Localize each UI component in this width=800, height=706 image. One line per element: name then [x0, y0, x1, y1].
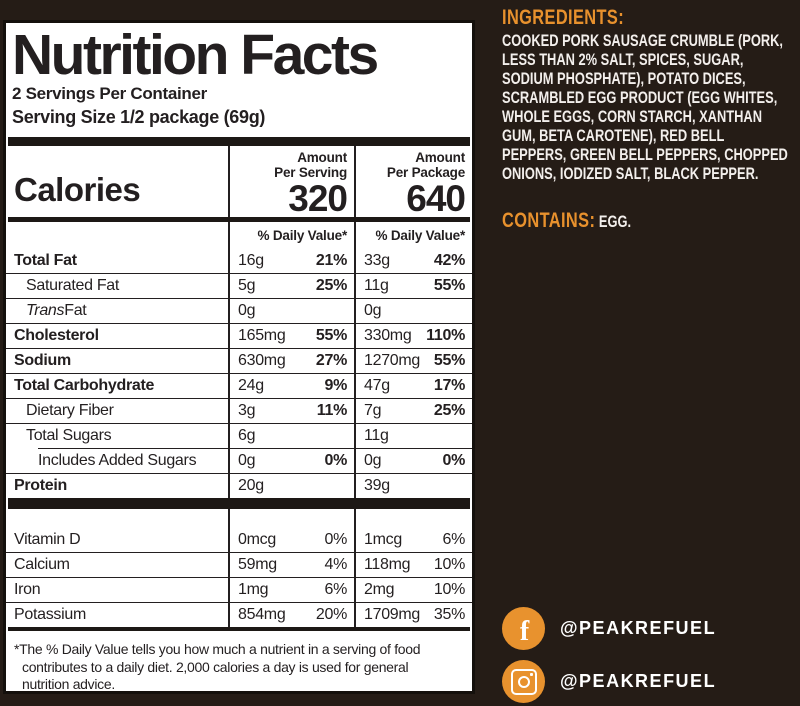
- table-row-sodium: Sodium 630mg 27% 1270mg 55%: [6, 348, 472, 373]
- table-row-saturated-fat: Saturated Fat 5g 25% 11g 55%: [6, 273, 472, 298]
- divider-medium: [8, 217, 470, 222]
- daily-value-footnote: *The % Daily Value tells you how much a …: [14, 641, 421, 692]
- daily-value-header-row: % Daily Value* % Daily Value*: [6, 222, 472, 249]
- table-row-total-fat: Total Fat 16g 21% 33g 42%: [6, 249, 472, 273]
- table-row-protein: Protein 20g 39g: [6, 473, 472, 498]
- table-row-total-carbohydrate: Total Carbohydrate 24g 9% 47g 17%: [6, 373, 472, 398]
- instagram-icon: [502, 660, 545, 703]
- table-row-dietary-fiber: Dietary Fiber 3g 11% 7g 25%: [6, 398, 472, 423]
- label-header: Nutrition Facts 2 Servings Per Container…: [6, 23, 472, 137]
- table-row-trans-fat: Trans Fat 0g 0g: [6, 298, 472, 323]
- calories-per-package: Amount Per Package 640: [354, 146, 472, 217]
- divider-thick-top: [8, 137, 470, 146]
- facebook-handle: @PEAKREFUEL: [560, 618, 717, 638]
- calories-per-package-value: 640: [406, 178, 466, 219]
- instagram-row: @PEAKREFUEL: [502, 660, 716, 703]
- table-row-iron: Iron 1mg 6% 2mg 10%: [6, 577, 472, 602]
- table-row-cholesterol: Cholesterol 165mg 55% 330mg 110%: [6, 323, 472, 348]
- amount-per-package-header: Amount Per Package: [386, 150, 465, 180]
- label-title: Nutrition Facts: [12, 23, 379, 87]
- divider-medium-bottom: [8, 627, 470, 631]
- facebook-icon: f: [502, 607, 545, 650]
- facebook-row: f @PEAKREFUEL: [502, 607, 716, 650]
- contains-text: EGG.: [598, 213, 632, 231]
- divider-thick-middle: [8, 498, 470, 509]
- instagram-handle: @PEAKREFUEL: [560, 671, 717, 691]
- table-row-total-sugars: Total Sugars 6g 11g: [6, 423, 472, 448]
- spacer-row: [6, 509, 472, 528]
- ingredients-text: COOKED PORK SAUSAGE CRUMBLE (PORK, LESS …: [502, 32, 788, 183]
- amount-per-serving-header: Amount Per Serving: [274, 150, 347, 180]
- ingredients-heading: INGREDIENTS:: [502, 6, 625, 29]
- daily-value-header-package: % Daily Value*: [354, 222, 472, 249]
- table-row-vitamin-d: Vitamin D 0mcg 0% 1mcg 6%: [6, 528, 472, 552]
- serving-size: Serving Size 1/2 package (69g): [12, 107, 266, 127]
- table-row-added-sugars: Includes Added Sugars 0g 0% 0g 0%: [6, 448, 472, 473]
- table-row-calcium: Calcium 59mg 4% 118mg 10%: [6, 552, 472, 577]
- ingredients-panel: INGREDIENTS: COOKED PORK SAUSAGE CRUMBLE…: [502, 6, 798, 233]
- calories-row: Calories Amount Per Serving 320 Amount P…: [6, 146, 472, 217]
- daily-value-header-serving: % Daily Value*: [228, 222, 354, 249]
- calories-per-serving-value: 320: [288, 178, 348, 219]
- calories-per-serving: Amount Per Serving 320: [228, 146, 354, 217]
- nutrition-facts-label: Nutrition Facts 2 Servings Per Container…: [3, 20, 475, 694]
- contains-heading: CONTAINS:: [502, 209, 596, 232]
- table-row-potassium: Potassium 854mg 20% 1709mg 35%: [6, 602, 472, 627]
- contains-line: CONTAINS: EGG.: [502, 210, 789, 233]
- servings-per-container: 2 Servings Per Container: [12, 84, 207, 103]
- calories-label: Calories: [14, 171, 141, 208]
